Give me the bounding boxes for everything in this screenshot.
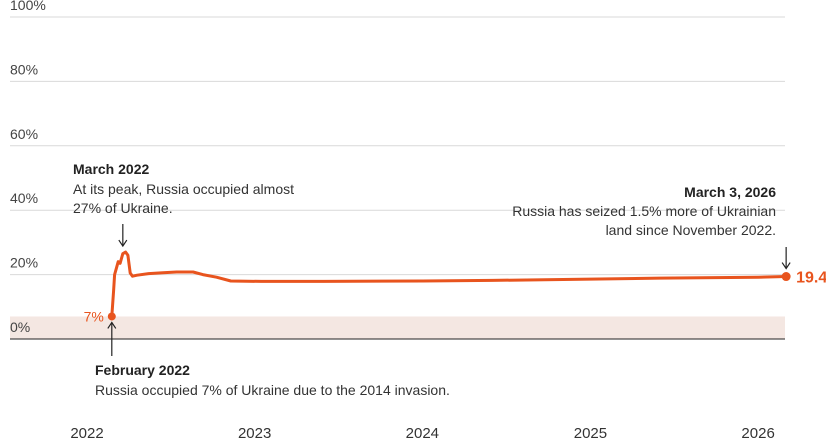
y-tick-label: 100%	[10, 0, 46, 13]
annotation-peak-line-1: At its peak, Russia occupied almost	[73, 181, 294, 197]
y-tick-label: 40%	[10, 190, 38, 206]
annotation-latest: March 3, 2026 Russia has seized 1.5% mor…	[512, 184, 776, 238]
annotation-latest-line-1: Russia has seized 1.5% more of Ukrainian	[512, 203, 776, 219]
x-tick-label: 2025	[574, 425, 607, 440]
annotation-latest-title: March 3, 2026	[684, 184, 776, 200]
annotation-peak-arrow	[118, 224, 128, 248]
series-start-point	[107, 312, 116, 321]
y-tick-label: 80%	[10, 61, 38, 77]
y-tick-label: 20%	[10, 255, 38, 271]
annotation-start: February 2022 Russia occupied 7% of Ukra…	[95, 362, 450, 398]
series-end-point	[781, 272, 791, 282]
annotation-start-arrow	[107, 321, 117, 356]
annotation-start-title: February 2022	[95, 362, 190, 378]
x-tick-label: 2026	[741, 425, 774, 440]
series-end-label: 19.4%	[796, 270, 826, 287]
y-tick-label: 0%	[10, 319, 30, 335]
annotation-latest-line-2: land since November 2022.	[606, 222, 776, 238]
x-tick-label: 2023	[238, 425, 271, 440]
annotation-peak: March 2022 At its peak, Russia occupied …	[73, 161, 294, 216]
annotation-peak-title: March 2022	[73, 161, 149, 177]
annotation-latest-arrow	[781, 247, 791, 270]
x-tick-label: 2022	[70, 425, 103, 440]
series-start-label: 7%	[84, 308, 104, 324]
y-axis-tick-labels: 100% 80% 60% 40% 20% 0%	[10, 0, 46, 335]
occupied-share-series-line	[110, 250, 788, 318]
prewar-occupation-band	[10, 316, 785, 339]
y-tick-label: 60%	[10, 126, 38, 142]
annotation-peak-line-2: 27% of Ukraine.	[73, 200, 173, 216]
annotation-start-line-1: Russia occupied 7% of Ukraine due to the…	[95, 382, 450, 398]
x-tick-label: 2024	[406, 425, 439, 440]
x-axis-tick-labels: 2022 2023 2024 2025 2026	[70, 425, 774, 440]
annotation-arrows	[107, 224, 791, 356]
